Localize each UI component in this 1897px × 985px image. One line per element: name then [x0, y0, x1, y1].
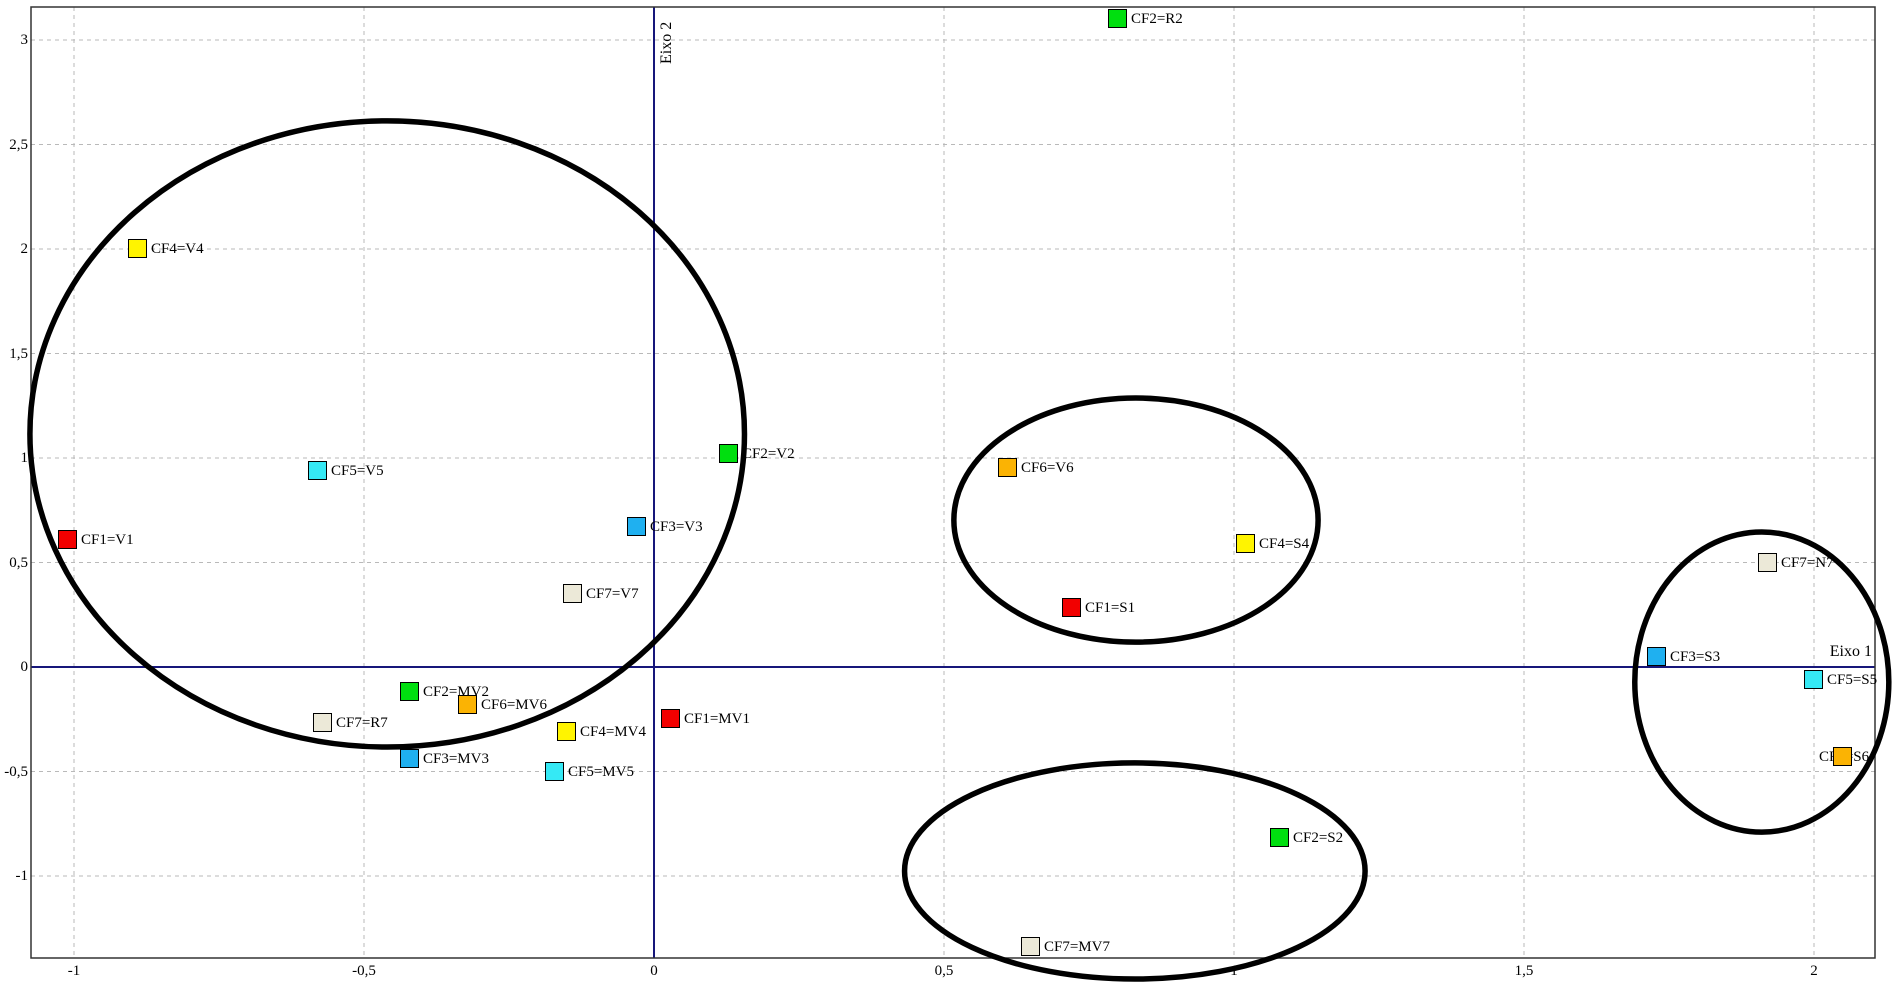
y-tick-label: 3 — [20, 32, 29, 48]
point-cf3-s3[interactable] — [1647, 647, 1666, 666]
y-tick-label: 1 — [20, 450, 29, 466]
point-cf5-v5[interactable] — [308, 461, 327, 480]
y-tick-label: 2,5 — [9, 136, 28, 153]
point-cf6-mv6[interactable] — [458, 695, 477, 714]
point-label-cf4-v4: CF4=V4 — [151, 241, 204, 257]
grid-layer — [31, 7, 1875, 958]
plot-border — [30, 6, 1876, 959]
point-cf4-v4[interactable] — [128, 239, 147, 258]
point-label-cf1-s1: CF1=S1 — [1085, 600, 1136, 616]
zero-axes-layer — [31, 7, 1875, 958]
x-tick-label: 0,5 — [934, 963, 954, 979]
point-label-cf2-mv2: CF2=MV2 — [423, 684, 489, 700]
y-tick-label: 0 — [20, 659, 29, 675]
point-label-cf4-mv4: CF4=MV4 — [580, 724, 646, 740]
point-label-cf2-s2: CF2=S2 — [1293, 830, 1344, 846]
x-tick-label: 0 — [650, 963, 658, 979]
x-tick-label: 2 — [1810, 963, 1818, 979]
y-tick-label: 1,5 — [9, 345, 28, 362]
point-label-cf5-s5: CF5=S5 — [1827, 672, 1878, 688]
point-cf5-mv5[interactable] — [545, 762, 564, 781]
point-cf7-n7[interactable] — [1758, 553, 1777, 572]
y-tick-label: 2 — [20, 241, 29, 257]
point-label-cf3-s3: CF3=S3 — [1670, 649, 1721, 665]
x-tick-label: -1 — [67, 963, 81, 979]
point-label-cf7-mv7: CF7=MV7 — [1044, 939, 1110, 955]
plot-border-layer — [30, 6, 1876, 959]
point-cf6-v6[interactable] — [998, 458, 1017, 477]
point-label-cf7-n7: CF7=N7 — [1781, 555, 1834, 571]
cluster-s2-mv7-ellipse — [901, 760, 1368, 982]
point-cf7-r7[interactable] — [313, 713, 332, 732]
cluster-right-s-ellipse — [1632, 529, 1892, 835]
x-tick-label: -0,5 — [352, 963, 376, 979]
point-cf4-mv4[interactable] — [557, 722, 576, 741]
point-cf2-r2[interactable] — [1108, 9, 1127, 28]
x-axis-title: Eixo 1 — [1829, 643, 1872, 660]
point-cf1-mv1[interactable] — [661, 709, 680, 728]
y-axis-title: Eixo 2 — [658, 21, 675, 64]
point-label-cf1-v1: CF1=V1 — [81, 532, 134, 548]
point-cf7-v7[interactable] — [563, 584, 582, 603]
point-cf4-s4[interactable] — [1236, 534, 1255, 553]
point-label-cf2-r2: CF2=R2 — [1131, 11, 1183, 27]
point-label-cf6-mv6: CF6=MV6 — [481, 697, 547, 713]
x-tick-label: 1,5 — [1514, 963, 1534, 979]
point-label-cf3-v3: CF3=V3 — [650, 519, 703, 535]
point-label-cf5-v5: CF5=V5 — [331, 463, 384, 479]
point-label-cf5-mv5: CF5=MV5 — [568, 764, 634, 780]
point-cf3-v3[interactable] — [627, 517, 646, 536]
cluster-ellipses-layer — [27, 118, 1892, 982]
point-cf1-v1[interactable] — [58, 530, 77, 549]
point-label-cf1-mv1: CF1=MV1 — [684, 711, 750, 727]
point-cf7-mv7[interactable] — [1021, 937, 1040, 956]
x-tick-label: 1 — [1230, 963, 1238, 979]
y-tick-label: 0,5 — [9, 554, 28, 571]
point-label-cf4-s4: CF4=S4 — [1259, 536, 1310, 552]
y-tick-label: -0,5 — [4, 763, 28, 780]
point-label-cf6-v6: CF6=V6 — [1021, 460, 1074, 476]
point-cf1-s1[interactable] — [1062, 598, 1081, 617]
point-cf5-s5[interactable] — [1804, 670, 1823, 689]
cluster-v6-s4-s1-ellipse — [951, 395, 1321, 645]
point-label-cf3-mv3: CF3=MV3 — [423, 751, 489, 767]
point-label-cf7-v7: CF7=V7 — [586, 586, 639, 602]
y-tick-label: -1 — [15, 868, 29, 884]
point-cf2-s2[interactable] — [1270, 828, 1289, 847]
cluster-v-ellipse — [27, 118, 748, 750]
point-label-cf2-v2: CF2=V2 — [742, 446, 795, 462]
point-cf2-mv2[interactable] — [400, 682, 419, 701]
point-cf2-v2[interactable] — [719, 444, 738, 463]
point-label-cf7-r7: CF7=R7 — [336, 715, 388, 731]
point-cf3-mv3[interactable] — [400, 749, 419, 768]
point-cf6-s6[interactable] — [1833, 747, 1852, 766]
